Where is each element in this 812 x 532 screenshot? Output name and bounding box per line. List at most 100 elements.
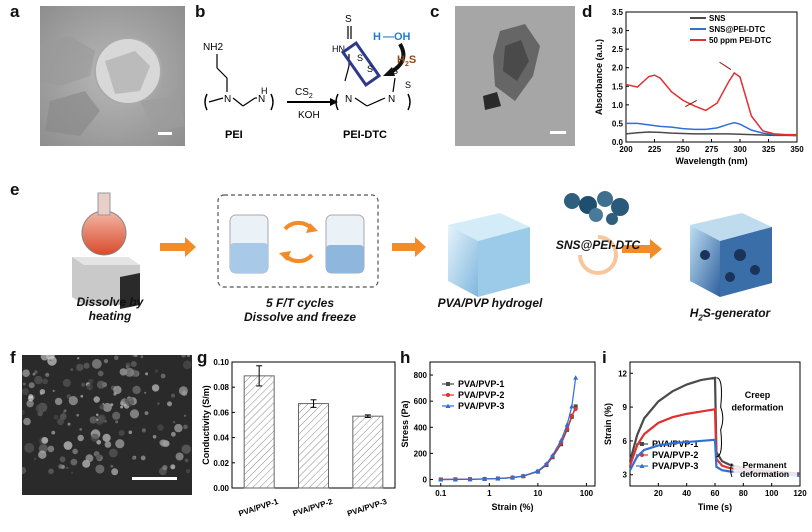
y-tick-label: 1.5: [612, 82, 624, 91]
x-axis-label: Time (s): [698, 502, 732, 512]
sem-texture: [70, 368, 74, 372]
sem-texture: [112, 411, 121, 420]
y-tick-label: 6: [623, 437, 628, 446]
x-axis-label: Strain (%): [491, 502, 533, 512]
x-tick-label: 300: [733, 145, 747, 154]
jar-right: [325, 214, 365, 274]
s1-label: S: [357, 53, 363, 63]
workflow-e: [72, 191, 772, 309]
sem-texture: [41, 437, 49, 444]
sns-particles-cluster: [564, 191, 629, 225]
legend-label: PVA/PVP-3: [458, 401, 504, 411]
sem-texture: [76, 413, 79, 417]
bar: [298, 403, 329, 489]
chart-h-stress-strain: 0.1 1 10 100 0 200 400 600 800 Strain (%) Stress (…: [400, 361, 596, 512]
sem-texture: [35, 404, 44, 413]
x-axis-label: Wavelength (nm): [675, 156, 747, 166]
legend-label: PVA/PVP-3: [652, 461, 698, 471]
heater-flask-illustration: [72, 192, 140, 309]
sem-texture: [102, 433, 111, 442]
legend-label: SNS@PEI-DTC: [709, 25, 765, 34]
x-tick-label: 120: [793, 489, 807, 498]
sem-texture: [160, 373, 166, 379]
data-point: [569, 403, 575, 409]
y-tick-label: 0.02: [213, 459, 229, 468]
series-line: [440, 377, 577, 481]
sem-texture: [181, 444, 191, 454]
bar: [243, 375, 275, 489]
sem-texture: [178, 386, 188, 396]
sem-texture: [62, 378, 71, 387]
hydrogel-cube: [448, 213, 530, 297]
sem-texture: [83, 362, 90, 369]
panel-label-a: a: [10, 2, 20, 21]
sem-texture: [124, 367, 135, 377]
legend-label: PVA/PVP-2: [458, 390, 504, 400]
sem-texture: [114, 355, 119, 361]
sem-texture: [96, 418, 99, 421]
sem-texture: [186, 469, 191, 474]
ft-cycle-box: [217, 194, 379, 288]
step2-label: 5 F/T cycles Dissolve and freeze: [243, 296, 357, 324]
y-tick-label: 0.0: [612, 138, 624, 147]
sem-image-f: [22, 355, 192, 495]
x-tick-label: 200: [619, 145, 633, 154]
x-tick-label: 100: [765, 489, 779, 498]
data-point: [573, 404, 578, 409]
sem-texture: [48, 468, 54, 475]
x-tick-label: 250: [676, 145, 690, 154]
data-point: [510, 475, 515, 480]
y-axis-label: Conductivity (S/m): [201, 385, 211, 465]
sem-texture: [162, 465, 168, 471]
panel-label-e: e: [10, 180, 20, 199]
sem-texture: [63, 441, 73, 450]
x-tick-label: 0.1: [435, 489, 447, 498]
sem-texture: [76, 363, 84, 372]
panel-label-g: g: [197, 348, 208, 367]
sem-texture: [181, 355, 186, 358]
sem-texture: [187, 355, 190, 357]
pei-label: PEI: [225, 129, 243, 141]
data-point: [550, 452, 556, 458]
sem-texture: [40, 355, 49, 361]
h2s-label: H2S: [397, 54, 416, 68]
sem-texture: [130, 361, 137, 367]
sem-texture: [99, 404, 105, 410]
sem-texture: [28, 394, 34, 399]
data-point: [482, 476, 488, 481]
scale-bar: [158, 132, 172, 135]
annotation-arrow: [719, 61, 732, 70]
sem-texture: [34, 375, 43, 385]
sem-texture: [77, 357, 80, 360]
hn-label: HN: [332, 44, 345, 54]
x-tick-label: 60: [711, 489, 720, 498]
y-tick-label: 0: [423, 475, 428, 484]
y-tick-label: 1.0: [612, 101, 624, 110]
sem-texture: [42, 378, 48, 385]
sem-texture: [33, 457, 37, 461]
pei-dtc-label: PEI-DTC: [343, 129, 387, 141]
cs2-label: CS2: [295, 87, 313, 100]
y-tick-label: 12: [618, 369, 627, 378]
disulfide-highlight-box: [340, 40, 382, 88]
sem-texture: [32, 372, 36, 376]
data-point: [446, 382, 450, 386]
y-tick-label: 200: [414, 449, 428, 458]
sem-texture: [183, 360, 192, 370]
sem-texture: [152, 435, 157, 439]
sem-texture: [172, 420, 176, 424]
nh2-label: NH2: [203, 42, 223, 53]
series-line: [625, 131, 798, 137]
sem-texture: [24, 442, 35, 453]
sem-texture: [144, 391, 147, 394]
sem-texture: [145, 372, 149, 376]
chart-g-conductivity: 0.00 0.02 0.04 0.06 0.08 0.10 Conductivity (S/…: [201, 358, 396, 518]
sem-texture: [108, 448, 118, 458]
data-point: [446, 393, 450, 397]
cycle-arrow-top: [283, 220, 314, 231]
sem-texture: [28, 382, 35, 389]
sem-texture: [59, 456, 66, 463]
scale-bar: [132, 477, 177, 480]
sem-texture: [95, 454, 102, 460]
sem-texture: [47, 445, 55, 453]
